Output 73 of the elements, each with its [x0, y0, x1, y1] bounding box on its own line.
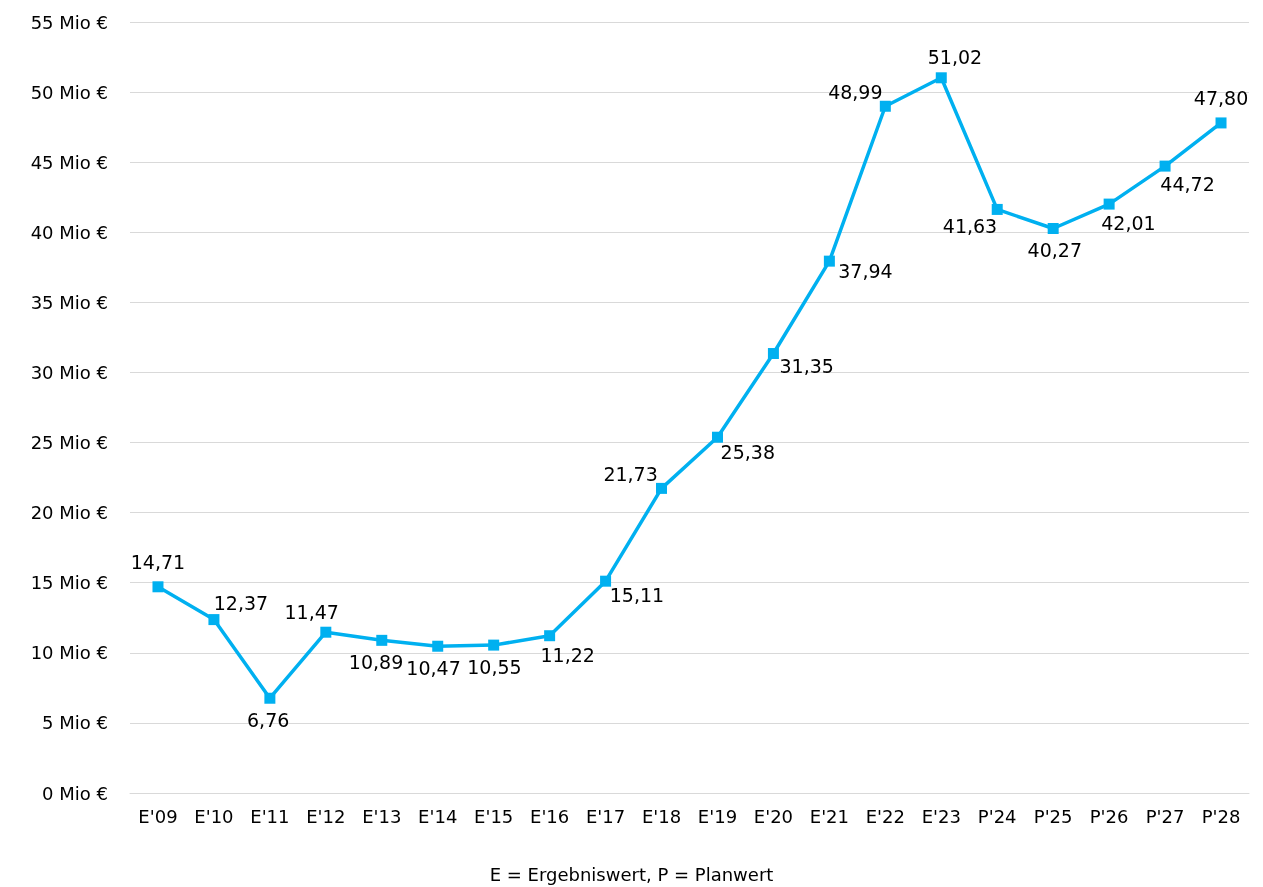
x-tick-label: E'18	[641, 805, 682, 827]
x-tick-label: E'11	[250, 805, 290, 827]
y-tick-label: 20 Mio €	[30, 502, 108, 524]
x-tick-label: E'13	[362, 805, 402, 827]
data-label: 37,94	[838, 259, 893, 282]
data-label: 14,71	[130, 550, 186, 573]
x-tick-label: E'20	[753, 805, 794, 827]
data-label: 10,47	[406, 657, 461, 680]
data-label: 40,27	[1027, 239, 1083, 262]
data-label: 10,89	[348, 651, 404, 674]
point	[488, 639, 500, 651]
point	[711, 431, 723, 443]
y-tick-label: 25 Mio €	[30, 432, 108, 454]
x-tick-label: E'16	[530, 805, 570, 827]
data-label: 48,99	[828, 80, 883, 103]
point	[600, 575, 612, 587]
data-label: 6,76	[247, 709, 290, 732]
x-tick-label: P'26	[1089, 805, 1129, 827]
data-label: 51,02	[927, 46, 983, 69]
point	[879, 100, 891, 112]
point	[1047, 222, 1059, 234]
point	[376, 634, 388, 646]
point	[432, 640, 444, 652]
y-tick-label: 45 Mio €	[30, 151, 108, 173]
x-tick-label: E'09	[138, 805, 178, 827]
y-tick-label: 35 Mio €	[30, 291, 108, 313]
x-tick-label: P'25	[1033, 805, 1073, 827]
x-tick-label: E'19	[697, 805, 738, 827]
point	[656, 482, 668, 494]
data-label: 44,72	[1160, 173, 1215, 196]
point	[320, 626, 332, 638]
y-tick-label: 0 Mio €	[42, 782, 108, 804]
point	[935, 72, 947, 84]
data-label: 25,38	[720, 440, 776, 463]
point	[991, 203, 1003, 215]
point	[1215, 117, 1227, 129]
point	[152, 581, 164, 593]
point	[1159, 160, 1171, 172]
data-label: 12,37	[213, 592, 269, 615]
point	[544, 630, 556, 642]
data-label: 41,63	[942, 214, 998, 237]
x-tick-label: P'28	[1201, 805, 1241, 827]
y-tick-label: 55 Mio €	[30, 11, 108, 33]
x-tick-label: E'14	[418, 805, 458, 827]
data-label: 15,11	[609, 583, 665, 606]
data-label: 11,47	[284, 600, 339, 623]
x-tick-label: E'23	[921, 805, 961, 827]
data-label: 21,73	[603, 463, 658, 486]
data-label: 10,55	[467, 656, 522, 679]
y-tick-label: 40 Mio €	[30, 221, 108, 243]
data-label: 31,35	[779, 354, 834, 377]
y-tick-label: 30 Mio €	[30, 361, 108, 383]
data-label: 47,80	[1193, 86, 1249, 109]
data-label: 11,22	[540, 644, 595, 667]
point	[208, 614, 220, 626]
x-tick-label: E'12	[306, 805, 346, 827]
x-tick-label: P'24	[977, 805, 1017, 827]
x-tick-label: E'15	[474, 805, 514, 827]
y-tick-label: 15 Mio €	[30, 572, 108, 594]
x-tick-label: E'21	[809, 805, 849, 827]
x-tick-label: E'22	[865, 805, 905, 827]
y-tick-label: 50 Mio €	[30, 81, 108, 103]
text: E = Ergebniswert, P = Planwert	[489, 863, 774, 885]
point	[767, 348, 779, 360]
x-tick-label: E'17	[585, 805, 626, 827]
point	[264, 692, 276, 704]
data-label: 42,01	[1101, 212, 1156, 235]
x-tick-label: P'27	[1145, 805, 1185, 827]
x-tick-label: E'10	[194, 805, 234, 827]
point	[1103, 198, 1115, 210]
point	[823, 255, 835, 267]
y-tick-label: 5 Mio €	[42, 712, 108, 734]
y-tick-label: 10 Mio €	[30, 642, 108, 664]
